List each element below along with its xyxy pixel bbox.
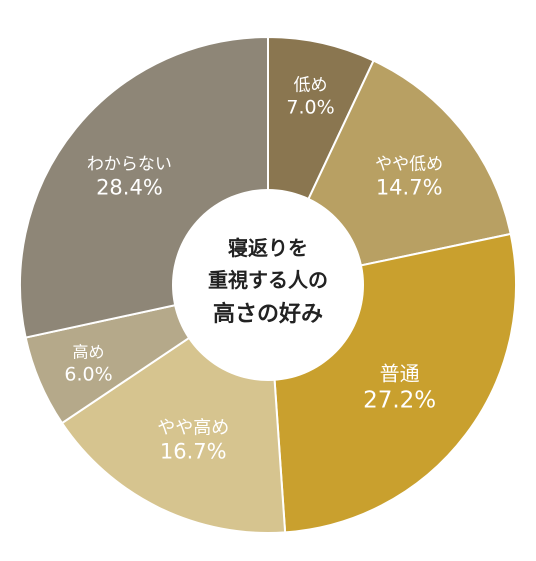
slice-category-label: わからない [87,154,172,174]
slice-value-label: 6.0% [64,363,112,385]
slice-value-label: 28.4% [96,175,163,199]
slice-category-label: 普通 [380,361,420,385]
donut-hole [172,189,364,381]
center-title-line-2: 重視する人の [208,268,328,292]
slice-value-label: 16.7% [160,440,227,464]
slice-value-label: 27.2% [363,387,436,413]
center-title-line-3: 高さの好み [213,301,323,327]
slice-value-label: 14.7% [376,175,443,199]
center-title-line-1: 寝返りを [228,236,308,260]
slice-category-label: やや高め [157,418,229,439]
slice-value-label: 7.0% [286,97,334,119]
slice-category-label: 高め [73,342,105,361]
slice-category-label: やや低め [375,154,443,174]
slice-category-label: 低め [294,76,328,96]
